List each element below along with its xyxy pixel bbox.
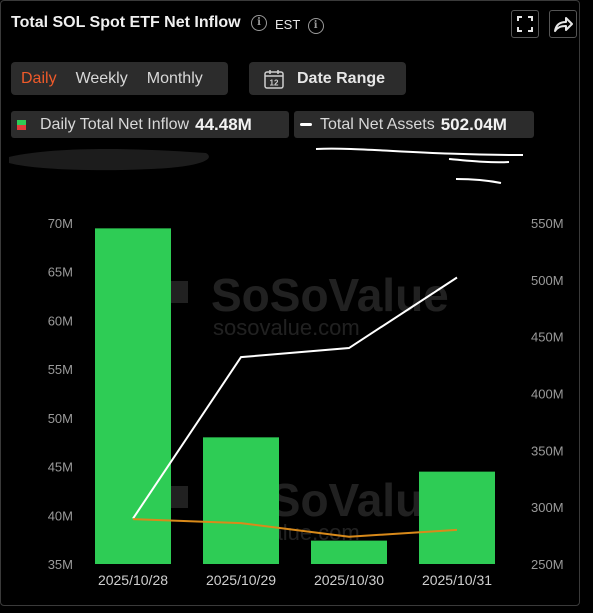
y-right-tick-label: 400M <box>531 387 564 402</box>
watermark-url: sosovalue.com <box>213 315 360 340</box>
legend-inflow-value: 44.48M <box>195 114 252 134</box>
total-net-assets-line <box>132 276 458 520</box>
watermark-logo-icon-2 <box>166 486 188 508</box>
date-range-button[interactable]: 12 Date Range <box>249 62 406 95</box>
x-tick-label: 2025/10/30 <box>314 572 384 588</box>
tab-weekly[interactable]: Weekly <box>75 69 128 87</box>
calendar-icon: 12 <box>264 69 284 89</box>
legend-assets-value: 502.04M <box>440 114 507 134</box>
fullscreen-icon <box>517 16 533 32</box>
chart-title-text: Total SOL Spot ETF Net Inflow <box>11 14 241 31</box>
legend-inflow-swatch-icon <box>17 119 26 130</box>
fullscreen-button[interactable] <box>511 10 539 38</box>
legend-assets-label: Total Net Assets <box>320 115 435 133</box>
calendar-day: 12 <box>270 78 279 87</box>
chart-card: Total SOL Spot ETF Net Inflow i EST i Da… <box>0 0 580 606</box>
chart-title: Total SOL Spot ETF Net Inflow i <box>11 14 268 32</box>
tab-daily[interactable]: Daily <box>21 69 57 87</box>
y-left-tick-label: 50M <box>48 411 73 426</box>
period-tabs: Daily Weekly Monthly <box>11 62 228 95</box>
legend-inflow[interactable]: Daily Total Net Inflow 44.48M <box>11 111 289 138</box>
y-right-tick-label: 300M <box>531 500 564 515</box>
y-right-tick-label: 250M <box>531 557 564 572</box>
y-left-tick-label: 40M <box>48 508 73 523</box>
y-left-tick-label: 70M <box>48 216 73 231</box>
watermark-logo-icon <box>166 281 188 303</box>
y-left-tick-label: 65M <box>48 265 73 280</box>
bar <box>419 471 495 564</box>
timezone-label: EST i <box>275 17 324 34</box>
timezone-info-icon[interactable]: i <box>307 17 324 34</box>
share-button[interactable] <box>549 10 577 38</box>
secondary-line <box>132 518 458 538</box>
x-tick-label: 2025/10/31 <box>422 572 492 588</box>
date-range-label: Date Range <box>297 69 386 87</box>
legend-inflow-label: Daily Total Net Inflow <box>40 115 190 133</box>
watermark-brand: SoSoValue <box>211 269 449 321</box>
y-left-tick-label: 35M <box>48 557 73 572</box>
y-right-tick-label: 500M <box>531 273 564 288</box>
info-icon[interactable]: i <box>251 14 268 31</box>
chart-plot: SoSoValue sosovalue.com SoSoValue sosova… <box>48 216 564 588</box>
y-right-tick-label: 550M <box>531 216 564 231</box>
y-right-tick-label: 350M <box>531 443 564 458</box>
redaction-scribbles <box>9 147 524 184</box>
share-arrow-icon <box>554 17 573 32</box>
y-left-tick-label: 55M <box>48 362 73 377</box>
bar <box>95 228 171 564</box>
tab-monthly[interactable]: Monthly <box>146 69 203 87</box>
x-tick-label: 2025/10/29 <box>206 572 276 588</box>
legend-assets-swatch-icon <box>300 123 312 126</box>
timezone-text: EST <box>275 17 301 32</box>
bar <box>203 437 279 564</box>
bar <box>311 540 387 564</box>
legend-assets[interactable]: Total Net Assets 502.04M <box>294 111 534 138</box>
x-tick-label: 2025/10/28 <box>98 572 168 588</box>
y-left-tick-label: 60M <box>48 313 73 328</box>
y-left-tick-label: 45M <box>48 460 73 475</box>
y-right-tick-label: 450M <box>531 330 564 345</box>
